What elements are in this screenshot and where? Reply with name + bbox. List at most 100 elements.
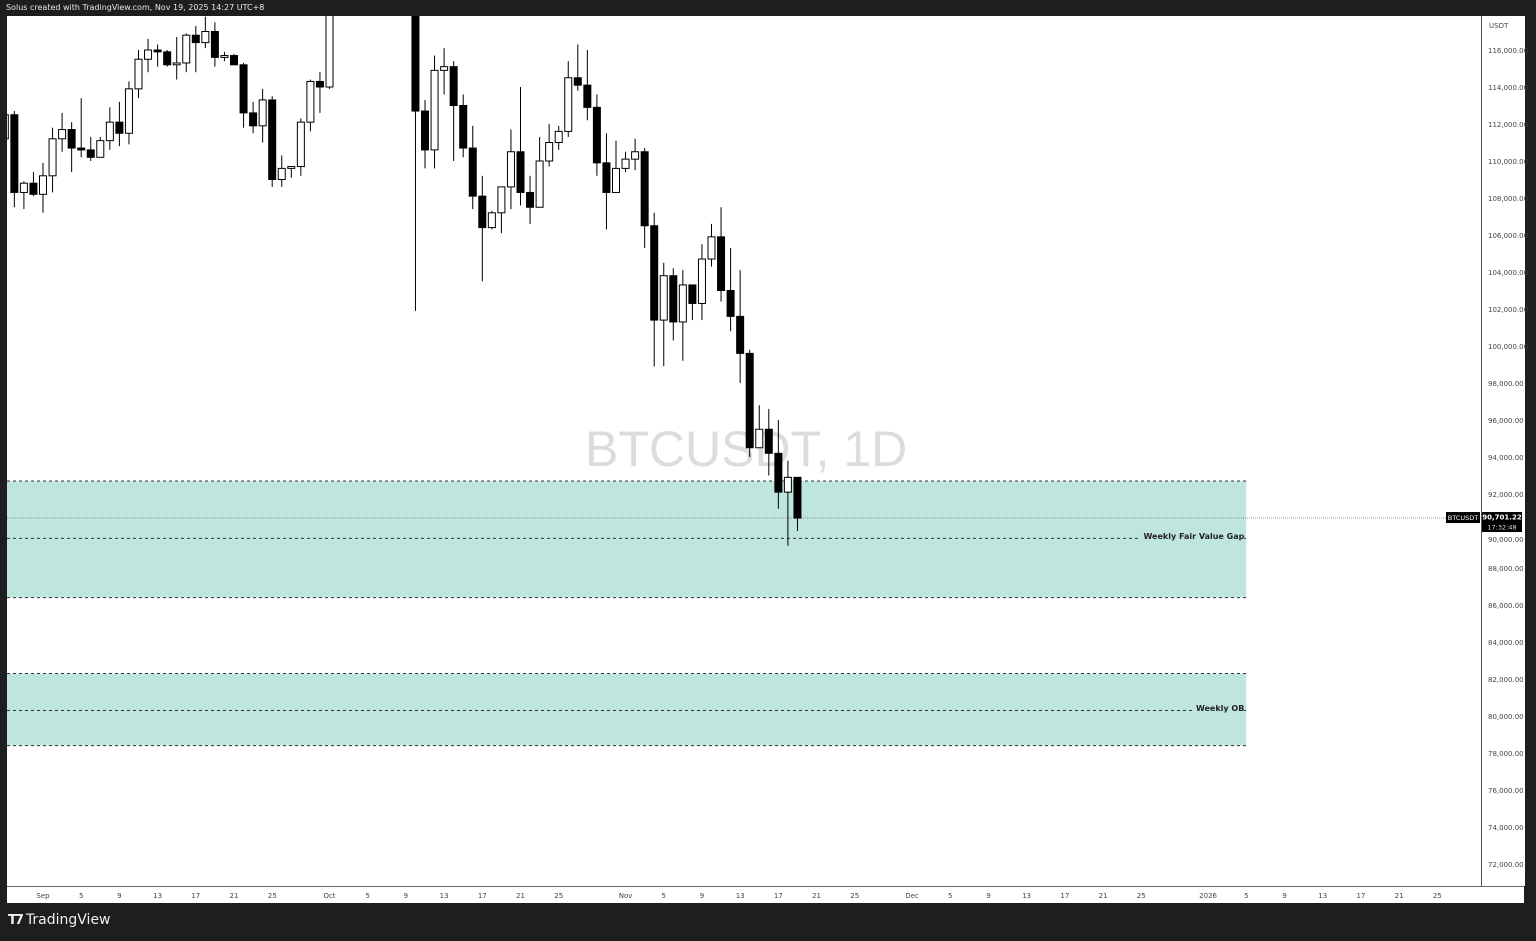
candle	[506, 129, 515, 210]
candle	[230, 53, 238, 66]
candle	[640, 148, 649, 248]
candle-body	[249, 112, 258, 127]
x-tick-label: 25	[850, 892, 859, 900]
candle	[210, 22, 219, 67]
x-tick-label: 25	[1433, 892, 1442, 900]
candle-body	[678, 284, 687, 323]
candle-body	[459, 105, 468, 149]
candle	[468, 125, 477, 210]
last-price-value: 90,701.22	[1482, 514, 1522, 522]
y-tick-label: 102,000.00	[1488, 306, 1528, 314]
candle	[612, 140, 620, 193]
candle	[124, 81, 133, 145]
candle-body	[726, 290, 735, 317]
candle	[77, 98, 86, 158]
candle	[336, 0, 343, 7]
last-price-badge	[1482, 512, 1522, 533]
tradingview-logo[interactable]: T7 TradingView	[8, 912, 111, 928]
y-tick-label: 72,000.00	[1488, 861, 1524, 869]
top-bar: Solus created with TradingView.com, Nov …	[0, 0, 1536, 16]
x-tick-label: 13	[1318, 892, 1327, 900]
zone-label[interactable]: Weekly Fair Value Gap	[1140, 532, 1245, 542]
zone-box	[7, 481, 1247, 598]
candle-body	[220, 55, 229, 58]
brand-name: TradingView	[25, 912, 111, 928]
candle-body	[325, 16, 334, 88]
candle	[10, 111, 19, 208]
candle	[249, 101, 258, 134]
zone-label[interactable]: Weekly OB	[1192, 704, 1245, 714]
candle	[7, 114, 9, 140]
candle-body	[268, 99, 277, 180]
y-tick-label: 84,000.00	[1488, 639, 1524, 647]
candle	[783, 460, 792, 546]
time-axis[interactable]	[7, 886, 1524, 904]
candle-body	[631, 151, 640, 160]
candle-body	[583, 84, 592, 108]
x-tick-label: 9	[117, 892, 121, 900]
x-tick-label: 5	[1244, 892, 1248, 900]
candle	[239, 62, 248, 128]
y-tick-label: 74,000.00	[1488, 824, 1524, 832]
candle	[96, 136, 105, 158]
candle	[172, 37, 181, 80]
candle-body	[554, 130, 563, 143]
y-tick-label: 114,000.00	[1488, 84, 1528, 92]
candle	[430, 55, 439, 169]
x-tick-label: Sep	[36, 892, 50, 900]
symbol-badge	[1446, 512, 1480, 524]
zone-box	[7, 673, 1247, 746]
candle-body	[793, 476, 802, 519]
price-unit: USDT	[1489, 22, 1509, 30]
candle-body	[497, 186, 506, 214]
x-tick-label: 13	[153, 892, 162, 900]
y-tick-label: 116,000.00	[1488, 47, 1528, 55]
candle-body	[105, 121, 114, 142]
x-tick-label: 21	[230, 892, 239, 900]
candle	[144, 38, 153, 73]
candle-body	[745, 352, 754, 449]
candle	[287, 166, 296, 178]
y-tick-label: 88,000.00	[1488, 565, 1524, 573]
candle	[296, 118, 305, 176]
x-tick-label: 21	[1395, 892, 1404, 900]
candle-body	[421, 110, 429, 151]
candle-body	[58, 129, 67, 140]
y-tick-label: 92,000.00	[1488, 491, 1524, 499]
candle	[717, 207, 726, 302]
candle	[631, 138, 640, 171]
footer	[0, 903, 1536, 941]
candle-body	[783, 476, 792, 493]
candle-body	[191, 34, 200, 44]
candle	[115, 101, 124, 147]
symbol-badge-label: BTCUSDT	[1448, 514, 1478, 522]
candle-body	[468, 147, 477, 197]
x-tick-label: 17	[1060, 892, 1069, 900]
candle	[554, 125, 563, 150]
y-tick-label: 80,000.00	[1488, 713, 1524, 721]
candle	[621, 151, 630, 173]
candle	[793, 476, 802, 531]
candle-body	[449, 66, 458, 106]
candle-body	[717, 236, 726, 292]
candle	[516, 87, 525, 206]
candle-body	[440, 66, 449, 71]
candle-body	[764, 428, 773, 454]
candle	[58, 112, 67, 152]
candle	[220, 51, 229, 62]
x-tick-label: Nov	[619, 892, 633, 900]
x-tick-label: 9	[986, 892, 990, 900]
candle	[459, 94, 468, 158]
x-tick-label: Dec	[905, 892, 919, 900]
candle	[48, 127, 57, 193]
candle-body	[10, 114, 19, 193]
candle-body	[506, 151, 515, 188]
candle-body	[430, 69, 439, 151]
candle	[487, 210, 496, 230]
price-axis[interactable]	[1481, 16, 1525, 886]
bar-countdown: 17:32:48	[1487, 524, 1516, 532]
x-tick-label: 9	[404, 892, 408, 900]
candle	[669, 268, 678, 341]
candle	[697, 244, 706, 321]
x-tick-label: 17	[478, 892, 487, 900]
